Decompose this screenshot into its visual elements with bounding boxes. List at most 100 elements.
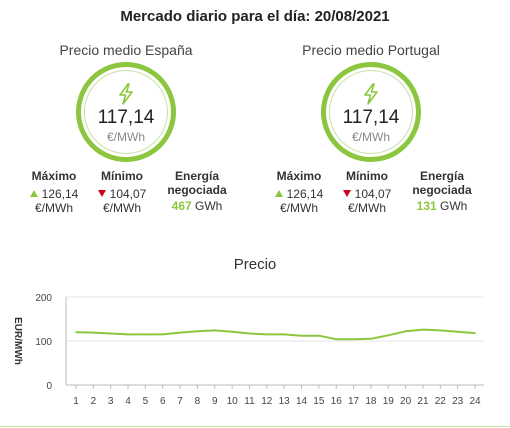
portugal-stats: Máximo 126,14 €/MWh Mínimo 104,07 €/MWh … [251, 169, 491, 229]
min-unit: €/MWh [102, 201, 141, 215]
min-label: Mínimo [346, 169, 388, 183]
x-tick-label: 3 [108, 396, 114, 407]
min-label: Mínimo [101, 169, 143, 183]
max-label: Máximo [276, 169, 322, 183]
lightning-bolt-icon [119, 83, 133, 105]
data-point [404, 330, 407, 333]
data-point [439, 329, 442, 332]
x-tick-label: 15 [313, 396, 325, 407]
energy-label-line2: negociada [412, 183, 472, 197]
max-value: 126,14 [286, 187, 324, 201]
data-point [474, 332, 476, 334]
price-series-line [75, 328, 476, 341]
min-value: 104,07 [354, 187, 392, 201]
page-title: Mercado diario para el día: 20/08/2021 [120, 8, 390, 25]
spain-panel: Precio medio España 117,14 €/MWh Máximo … [6, 42, 246, 232]
x-tick-label: 22 [435, 396, 447, 407]
up-arrow-icon [274, 190, 283, 197]
min-value: 104,07 [109, 187, 147, 201]
y-tick-label: 0 [46, 381, 52, 392]
x-tick-label: 1 [73, 396, 79, 407]
spain-max-stat: Máximo 126,14 €/MWh [26, 169, 82, 215]
portugal-average-price: 117,14 [342, 107, 400, 128]
spain-price-gauge: 117,14 €/MWh [76, 62, 176, 162]
data-point [352, 338, 355, 341]
spain-average-price: 117,14 [97, 107, 155, 128]
x-tick-label: 6 [160, 396, 166, 407]
portugal-price-unit: €/MWh [351, 130, 390, 144]
data-point [144, 333, 147, 336]
energy-value: 467 [171, 199, 192, 213]
max-value: 126,14 [41, 187, 79, 201]
x-tick-label: 14 [296, 396, 308, 407]
min-unit: €/MWh [347, 201, 386, 215]
energy-unit: GWh [440, 199, 468, 213]
max-unit: €/MWh [279, 201, 318, 215]
data-point [127, 333, 129, 336]
x-tick-label: 24 [469, 396, 481, 407]
portugal-energy-stat: Energía negociada 131 GWh [406, 169, 478, 213]
data-point [109, 332, 112, 335]
data-point [370, 338, 372, 340]
energy-label-line2: negociada [167, 183, 227, 197]
data-point [456, 330, 459, 333]
down-arrow-icon [97, 190, 106, 197]
down-arrow-icon [342, 190, 351, 197]
x-tick-label: 16 [331, 396, 343, 407]
x-tick-label: 7 [177, 396, 183, 407]
spain-min-stat: Mínimo 104,07 €/MWh [94, 169, 150, 215]
y-tick-label: 200 [35, 293, 52, 304]
data-point [161, 333, 164, 336]
energy-value: 131 [416, 199, 437, 213]
y-axis-title: EUR/MWh [12, 317, 23, 365]
portugal-panel-title: Precio medio Portugal [302, 42, 440, 58]
portugal-min-stat: Mínimo 104,07 €/MWh [339, 169, 395, 215]
y-tick-label: 100 [35, 337, 52, 348]
data-point [75, 331, 77, 333]
chart-title: Precio [233, 256, 277, 273]
spain-stats: Máximo 126,14 €/MWh Mínimo 104,07 €/MWh … [6, 169, 246, 229]
data-point [422, 328, 424, 331]
lightning-bolt-icon [364, 83, 378, 105]
x-tick-label: 12 [261, 396, 273, 407]
data-point [92, 331, 95, 334]
data-point [387, 334, 390, 337]
x-tick-label: 9 [212, 396, 218, 407]
x-tick-label: 19 [383, 396, 395, 407]
x-tick-label: 4 [125, 396, 131, 407]
divider [0, 426, 510, 427]
portugal-price-gauge: 117,14 €/MWh [321, 62, 421, 162]
data-point [283, 333, 285, 336]
spain-energy-stat: Energía negociada 467 GWh [161, 169, 233, 213]
data-point [335, 338, 338, 341]
x-tick-label: 18 [365, 396, 377, 407]
data-point [213, 329, 216, 332]
up-arrow-icon [29, 190, 38, 197]
x-tick-label: 21 [417, 396, 429, 407]
data-point [248, 332, 251, 335]
x-tick-label: 10 [227, 396, 239, 407]
x-tick-label: 5 [143, 396, 149, 407]
x-tick-label: 2 [91, 396, 97, 407]
energy-unit: GWh [195, 199, 223, 213]
x-tick-label: 8 [195, 396, 201, 407]
x-tick-label: 20 [400, 396, 412, 407]
x-tick-label: 17 [348, 396, 360, 407]
energy-label-line1: Energía [174, 169, 219, 183]
energy-label-line1: Energía [419, 169, 464, 183]
data-point [179, 331, 181, 334]
data-point [300, 334, 303, 337]
x-tick-label: 23 [452, 396, 464, 407]
data-point [266, 333, 268, 336]
data-point [318, 334, 320, 337]
max-unit: €/MWh [34, 201, 73, 215]
data-point [196, 330, 199, 333]
spain-price-unit: €/MWh [106, 130, 145, 144]
spain-panel-title: Precio medio España [59, 42, 193, 58]
max-label: Máximo [31, 169, 77, 183]
portugal-max-stat: Máximo 126,14 €/MWh [271, 169, 327, 215]
portugal-panel: Precio medio Portugal 117,14 €/MWh Máxim… [251, 42, 491, 232]
data-point [231, 330, 233, 333]
x-tick-label: 11 [244, 396, 255, 407]
